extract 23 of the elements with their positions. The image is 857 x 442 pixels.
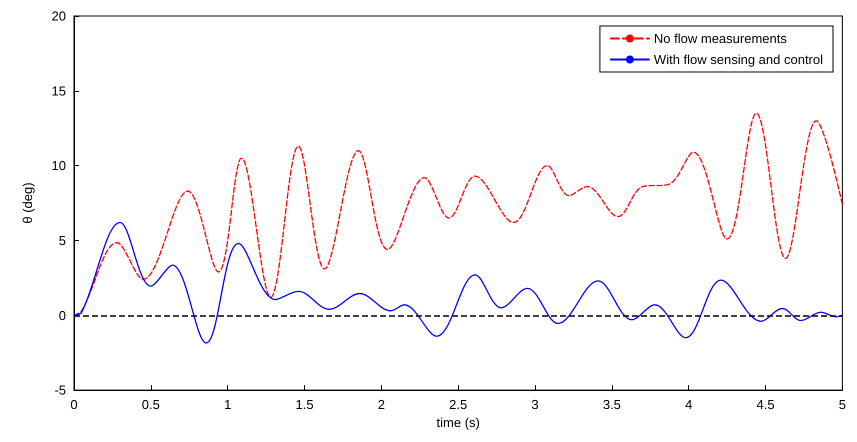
legend-label: With flow sensing and control xyxy=(654,52,824,67)
y-axis-title: θ (deg) xyxy=(20,182,35,224)
x-tick-label: 4 xyxy=(685,397,692,412)
y-tick-label: -5 xyxy=(54,382,66,398)
y-tick-label: 0 xyxy=(58,308,66,323)
x-tick-label: 1 xyxy=(224,397,232,412)
x-tick-label: 3 xyxy=(531,397,539,412)
line-series xyxy=(73,112,844,316)
y-tick-label: 5 xyxy=(58,232,66,248)
x-axis-title: time (s) xyxy=(436,415,480,430)
line-series xyxy=(73,222,844,344)
y-tick-label: 10 xyxy=(52,158,66,174)
x-tick-label: 5 xyxy=(838,397,846,412)
x-tick-label: 0.5 xyxy=(142,397,160,412)
x-tick-label: 4.5 xyxy=(756,397,775,412)
x-tick-label: 1.5 xyxy=(295,397,314,412)
x-tick-label: 0 xyxy=(70,397,78,412)
legend-label: No flow measurements xyxy=(654,31,788,46)
x-tick-label: 2.5 xyxy=(449,397,468,412)
x-tick-label: 2 xyxy=(378,397,385,412)
x-tick-label: 3.5 xyxy=(602,397,621,412)
y-tick-label: 20 xyxy=(52,8,66,24)
y-tick-label: 15 xyxy=(52,83,66,98)
